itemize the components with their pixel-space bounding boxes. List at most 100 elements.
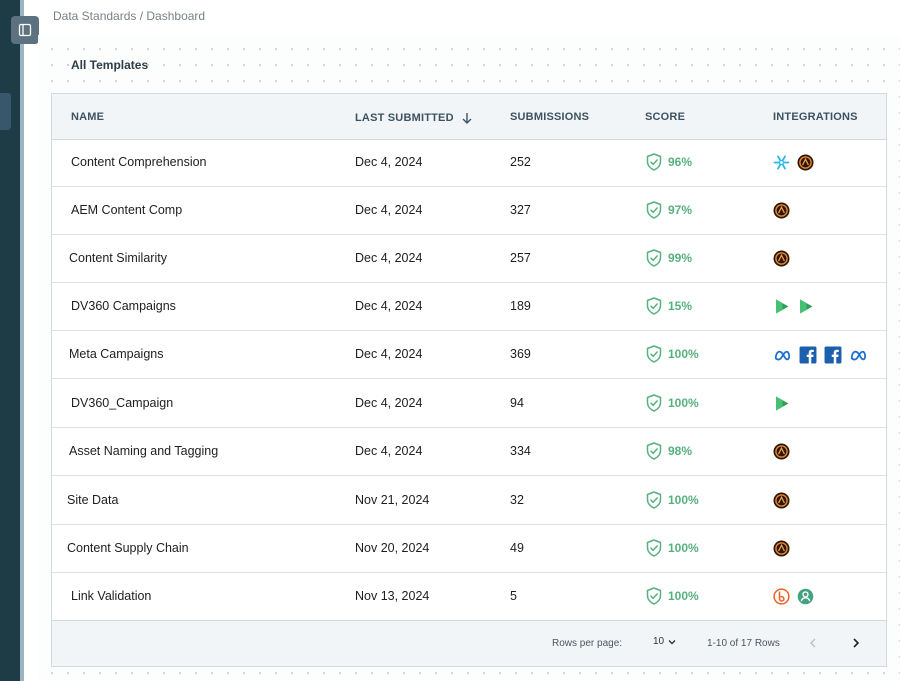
table-row[interactable]: Meta Campaigns Dec 4, 2024 369 100% (52, 331, 886, 379)
table-row[interactable]: Site Data Nov 21, 2024 32 100% (52, 477, 886, 525)
integrations-list (773, 202, 790, 219)
template-name[interactable]: DV360 Campaigns (71, 299, 176, 313)
score-value: 15% (668, 299, 693, 313)
score-badge: 98% (646, 442, 692, 460)
webhook-icon (797, 588, 814, 605)
adobe-experience-icon (773, 202, 790, 219)
score-badge: 100% (646, 345, 699, 363)
submissions-count: 189 (510, 299, 531, 313)
previous-page-button[interactable] (803, 633, 823, 653)
submissions-count: 257 (510, 251, 531, 265)
last-submitted-date: Dec 4, 2024 (355, 444, 423, 458)
template-name[interactable]: Content Comprehension (71, 155, 207, 169)
score-badge: 99% (646, 249, 692, 267)
shield-check-icon (646, 442, 662, 460)
facebook-icon (824, 346, 842, 364)
column-header-submissions[interactable]: SUBMISSIONS (510, 111, 590, 123)
chevron-left-icon (810, 638, 816, 648)
score-value: 96% (668, 155, 693, 169)
shield-check-icon (646, 539, 662, 557)
shield-check-icon (646, 491, 662, 509)
score-value: 100% (668, 589, 699, 603)
sidebar (0, 0, 20, 681)
shield-check-icon (646, 345, 662, 363)
integrations-list (773, 154, 814, 171)
last-submitted-date: Dec 4, 2024 (355, 251, 423, 265)
integrations-list (773, 443, 790, 460)
bitly-icon (773, 588, 790, 605)
template-name[interactable]: Content Supply Chain (67, 541, 189, 555)
snowflake-icon (773, 155, 790, 170)
score-value: 100% (668, 541, 699, 555)
score-badge: 100% (646, 394, 699, 412)
template-name[interactable]: Content Similarity (69, 251, 167, 265)
score-badge: 96% (646, 153, 692, 171)
template-name[interactable]: AEM Content Comp (71, 203, 183, 217)
submissions-count: 49 (510, 541, 524, 555)
last-submitted-date: Dec 4, 2024 (355, 396, 423, 410)
table-header: NAME LAST SUBMITTED SUBMISSIONS SCORE IN… (52, 94, 886, 140)
table-row[interactable]: DV360 Campaigns Dec 4, 2024 189 15% (52, 283, 886, 331)
template-name[interactable]: Asset Naming and Tagging (69, 444, 219, 458)
last-submitted-date: Nov 20, 2024 (355, 541, 430, 555)
score-value: 99% (668, 251, 693, 265)
integrations-list (773, 298, 814, 315)
integrations-list (773, 395, 790, 412)
table-row[interactable]: Asset Naming and Tagging Dec 4, 2024 334 98… (52, 428, 886, 476)
integrations-list (773, 540, 790, 557)
column-header-integrations[interactable]: INTEGRATIONS (773, 111, 858, 123)
shield-check-icon (646, 297, 662, 315)
pagination-range: 1-10 of 17 Rows (707, 638, 780, 649)
rows-per-page-select[interactable]: 10 (653, 636, 677, 647)
score-value: 98% (668, 444, 693, 458)
score-badge: 97% (646, 201, 692, 219)
score-value: 100% (668, 347, 699, 361)
shield-check-icon (646, 153, 662, 171)
integrations-list (773, 492, 790, 509)
facebook-icon (799, 346, 817, 364)
panel-toggle-icon (18, 23, 32, 37)
submissions-count: 94 (510, 396, 524, 410)
sidebar-toggle-button[interactable] (11, 16, 39, 44)
integrations-list (773, 346, 868, 364)
sidebar-nav-item[interactable] (0, 93, 11, 130)
column-header-last-submitted[interactable]: LAST SUBMITTED (355, 111, 474, 125)
meta-icon (850, 350, 867, 360)
table-row[interactable]: DV360_Campaign Dec 4, 2024 94 100% (52, 380, 886, 428)
column-header-name[interactable]: NAME (71, 111, 105, 123)
table-row[interactable]: Content Comprehension Dec 4, 2024 252 96% (52, 139, 886, 187)
chevron-right-icon (853, 638, 860, 648)
template-name[interactable]: Link Validation (71, 589, 152, 603)
table-row[interactable]: Link Validation Nov 13, 2024 5 100% (52, 573, 886, 621)
table-row[interactable]: AEM Content Comp Dec 4, 2024 327 97% (52, 187, 886, 235)
breadcrumb[interactable]: Data Standards / Dashboard (53, 9, 206, 23)
last-submitted-date: Dec 4, 2024 (355, 299, 423, 313)
last-submitted-date: Dec 4, 2024 (355, 347, 423, 361)
next-page-button[interactable] (846, 633, 866, 653)
score-badge: 100% (646, 587, 699, 605)
template-name[interactable]: Site Data (67, 493, 119, 507)
last-submitted-date: Dec 4, 2024 (355, 155, 423, 169)
integrations-list (773, 250, 790, 267)
display-video-360-icon (776, 299, 789, 314)
submissions-count: 252 (510, 155, 531, 169)
submissions-count: 5 (510, 589, 517, 603)
shield-check-icon (646, 587, 662, 605)
template-name[interactable]: DV360_Campaign (71, 396, 174, 410)
table-row[interactable]: Content Similarity Dec 4, 2024 257 99% (52, 235, 886, 283)
meta-icon (774, 350, 791, 360)
column-header-last-submitted-label: LAST SUBMITTED (355, 112, 454, 124)
score-value: 100% (668, 493, 699, 507)
template-name[interactable]: Meta Campaigns (69, 347, 164, 361)
adobe-experience-icon (797, 154, 814, 171)
table-row[interactable]: Content Supply Chain Nov 20, 2024 49 100% (52, 525, 886, 573)
adobe-experience-icon (773, 250, 790, 267)
page-title: All Templates (71, 58, 149, 72)
arrow-down-icon (462, 113, 472, 124)
adobe-experience-icon (773, 540, 790, 557)
adobe-experience-icon (773, 492, 790, 509)
rows-per-page-value: 10 (653, 636, 665, 647)
adobe-experience-icon (773, 443, 790, 460)
column-header-score[interactable]: SCORE (645, 111, 686, 123)
score-badge: 15% (646, 297, 692, 315)
